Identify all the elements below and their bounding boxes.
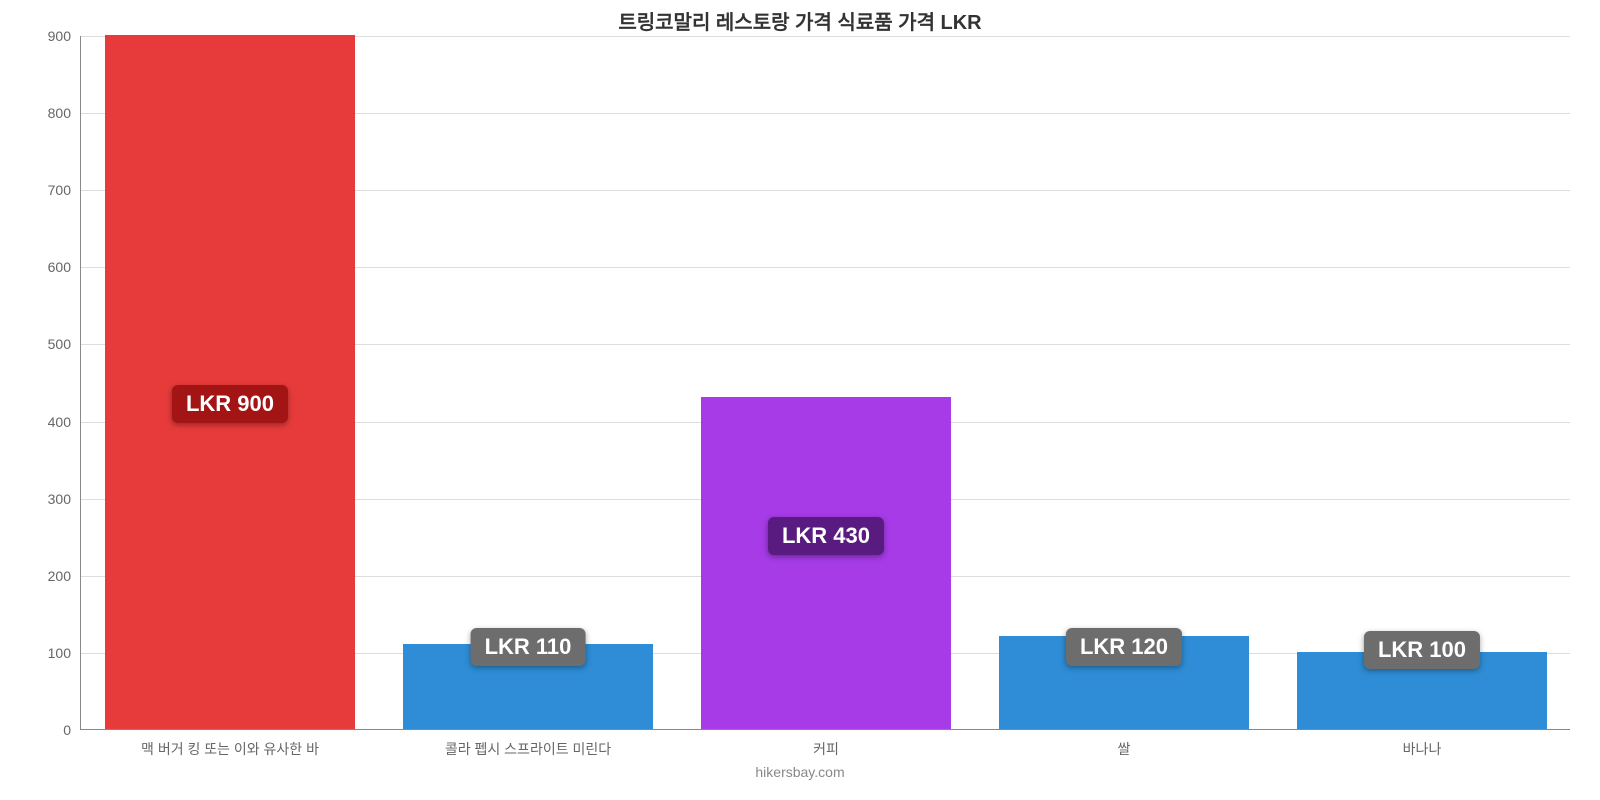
x-tick-label: 쌀 <box>1118 729 1131 759</box>
x-tick-label: 바나나 <box>1403 729 1442 759</box>
value-badge: LKR 100 <box>1364 631 1480 669</box>
value-badge: LKR 120 <box>1066 628 1182 666</box>
y-tick-label: 700 <box>48 182 81 198</box>
value-badge: LKR 430 <box>768 517 884 555</box>
chart-title: 트링코말리 레스토랑 가격 식료품 가격 LKR <box>0 6 1600 35</box>
value-badge: LKR 110 <box>471 628 586 666</box>
y-tick-label: 0 <box>63 722 81 738</box>
y-tick-label: 100 <box>48 645 81 661</box>
x-tick-label: 커피 <box>813 729 839 759</box>
bar <box>105 35 355 729</box>
y-tick-label: 800 <box>48 105 81 121</box>
price-chart: 트링코말리 레스토랑 가격 식료품 가격 LKR 010020030040050… <box>0 0 1600 800</box>
y-tick-label: 500 <box>48 336 81 352</box>
bar <box>701 397 951 729</box>
x-tick-label: 맥 버거 킹 또는 이와 유사한 바 <box>141 729 319 759</box>
attribution-text: hikersbay.com <box>0 764 1600 780</box>
y-tick-label: 400 <box>48 414 81 430</box>
y-tick-label: 900 <box>48 28 81 44</box>
y-tick-label: 200 <box>48 568 81 584</box>
y-tick-label: 600 <box>48 259 81 275</box>
value-badge: LKR 900 <box>172 385 288 423</box>
x-tick-label: 콜라 펩시 스프라이트 미린다 <box>445 729 611 759</box>
plot-area: 0100200300400500600700800900맥 버거 킹 또는 이와… <box>80 36 1570 730</box>
y-tick-label: 300 <box>48 491 81 507</box>
